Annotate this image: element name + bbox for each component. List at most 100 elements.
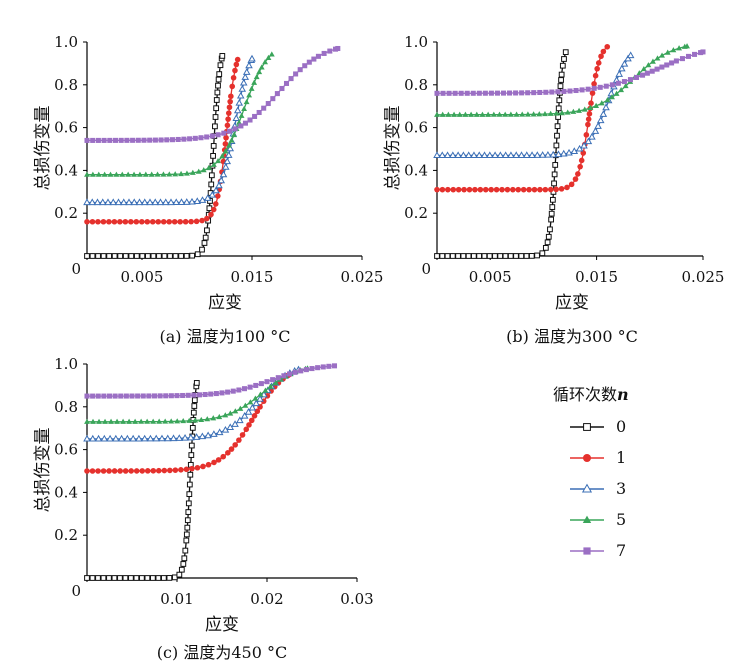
series-point-0: [172, 253, 179, 259]
series-point-0: [545, 233, 552, 240]
series-point-1: [591, 81, 597, 87]
series-point-7: [664, 62, 670, 68]
series-point-7: [196, 392, 203, 398]
series-point-7: [507, 90, 513, 96]
series-point-5: [125, 171, 132, 177]
series-point-7: [258, 381, 264, 387]
series-point-7: [225, 389, 231, 395]
series-point-3: [244, 408, 253, 415]
series-point-0: [219, 53, 226, 59]
legend-marker-7: [583, 547, 591, 555]
series-point-3: [232, 114, 241, 121]
series-point-7: [579, 87, 585, 93]
series-point-5: [547, 110, 554, 116]
series-point-1: [215, 457, 222, 463]
series-point-5: [513, 111, 520, 117]
series-point-0: [549, 204, 556, 210]
series-point-3: [181, 433, 189, 441]
series-point-7: [135, 393, 141, 399]
series-point-3: [204, 431, 212, 439]
series-point-7: [264, 379, 270, 385]
series-point-7: [627, 77, 633, 83]
series-point-0: [145, 253, 151, 259]
series-point-1: [205, 461, 212, 468]
series-point-3: [152, 434, 161, 442]
series-point-5: [138, 418, 145, 424]
series-point-3: [594, 122, 602, 129]
series-point-3: [161, 198, 170, 206]
series-point-7: [213, 391, 219, 397]
y-tick-label: 1.0: [54, 355, 78, 373]
series-point-1: [233, 61, 240, 68]
series-point-0: [557, 83, 564, 89]
series-point-3: [486, 151, 494, 159]
series-point-7: [209, 133, 215, 139]
series-point-5: [95, 171, 102, 177]
series-point-3: [239, 78, 248, 86]
series-point-5: [219, 153, 226, 159]
series-point-3: [114, 198, 123, 206]
series-point-5: [180, 418, 187, 424]
series-point-1: [222, 141, 229, 147]
series-point-5: [479, 111, 486, 117]
series-point-0: [111, 575, 118, 581]
series-point-3: [212, 186, 220, 194]
series-point-7: [488, 90, 494, 96]
series-point-3: [433, 151, 441, 159]
series-point-5: [89, 171, 96, 177]
series-point-0: [208, 181, 215, 188]
series-point-1: [580, 150, 587, 156]
series-point-0: [204, 227, 210, 234]
series-point-5: [168, 418, 175, 424]
series-point-5: [120, 418, 127, 424]
series-point-3: [119, 198, 128, 206]
series-point-3: [83, 434, 91, 442]
series-point-5: [502, 111, 509, 117]
series-point-0: [215, 76, 222, 83]
series-point-5: [215, 158, 221, 164]
series-point-0: [455, 253, 461, 259]
series-point-0: [449, 253, 456, 259]
series-point-7: [615, 80, 621, 86]
series-point-5: [654, 55, 661, 61]
series-point-7: [175, 136, 181, 142]
series-point-1: [594, 65, 600, 72]
series-point-1: [100, 468, 107, 474]
series-point-1: [547, 186, 554, 193]
series-point-7: [169, 137, 176, 143]
series-point-5: [184, 170, 190, 176]
x-tick-label: 0.015: [575, 268, 618, 286]
series-point-7: [135, 137, 141, 143]
series-point-1: [236, 437, 242, 443]
series-point-3: [238, 85, 247, 92]
series-point-1: [520, 186, 527, 193]
series-point-7: [440, 90, 446, 96]
series-point-0: [185, 500, 192, 507]
series-point-1: [248, 417, 255, 424]
series-point-3: [146, 198, 154, 206]
series-point-0: [559, 62, 566, 69]
series-point-3: [219, 170, 228, 178]
series-line-0: [87, 55, 223, 257]
series-point-3: [88, 434, 97, 442]
series-point-7: [279, 85, 285, 92]
series-point-7: [158, 137, 164, 143]
legend-marker-0: [583, 423, 591, 431]
series-point-0: [187, 471, 194, 478]
series-point-0: [155, 575, 162, 581]
series-point-5: [200, 167, 207, 173]
series-point-7: [241, 386, 248, 392]
series-point-0: [183, 537, 190, 544]
series-point-3: [94, 434, 103, 442]
series-point-1: [111, 218, 118, 225]
series-point-5: [142, 171, 149, 177]
series-point-7: [157, 393, 163, 399]
series-point-5: [228, 137, 235, 143]
series-point-3: [223, 157, 232, 165]
series-point-3: [554, 150, 563, 158]
series-point-5: [101, 171, 108, 177]
series-line-0: [87, 382, 198, 579]
series-point-3: [480, 151, 489, 159]
series-point-0: [213, 97, 220, 103]
series-point-0: [201, 240, 208, 246]
